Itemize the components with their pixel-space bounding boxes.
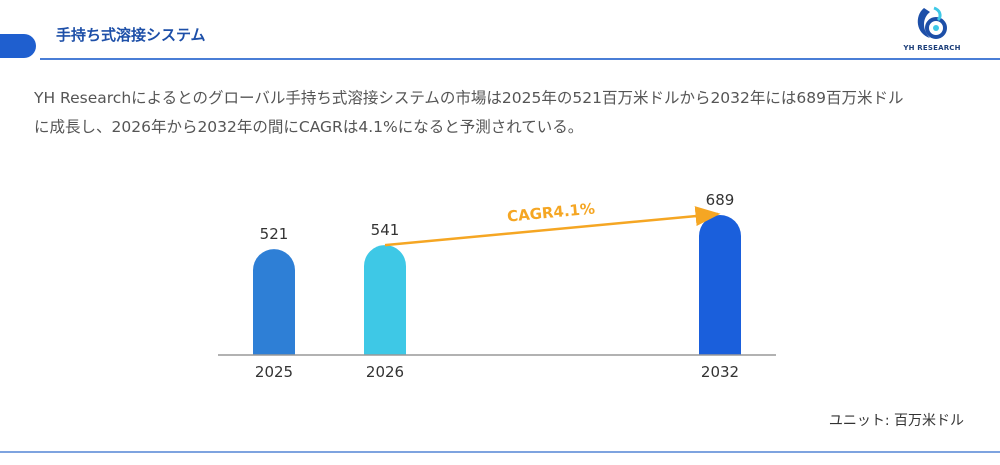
bar-2025 xyxy=(253,249,295,355)
logo-text: YH RESEARCH xyxy=(903,44,961,52)
bar-2032 xyxy=(699,215,741,355)
value-label-2025: 521 xyxy=(260,225,289,243)
cagr-label: CAGR4.1% xyxy=(506,200,595,226)
description-line-1: YH Researchによるとのグローバル手持ち式溶接システムの市場は2025年… xyxy=(34,89,904,107)
page-title: 手持ち式溶接システム xyxy=(56,26,206,44)
description: YH Researchによるとのグローバル手持ち式溶接システムの市場は2025年… xyxy=(34,84,974,142)
category-label-2032: 2032 xyxy=(701,363,739,381)
header-accent-bar xyxy=(0,34,36,58)
unit-label: ユニット: 百万米ドル xyxy=(828,413,964,429)
header: 手持ち式溶接システム YH RESEARCH xyxy=(0,0,1000,62)
logo-icon xyxy=(917,6,947,39)
footer-divider xyxy=(0,451,1000,453)
logo: YH RESEARCH xyxy=(900,4,964,56)
bar-2026 xyxy=(364,245,406,355)
value-label-2032: 689 xyxy=(706,191,735,209)
category-label-2025: 2025 xyxy=(255,363,293,381)
header-divider xyxy=(40,58,1000,60)
description-line-2: に成長し、2026年から2032年の間にCAGRは4.1%になると予測されている… xyxy=(34,118,584,136)
value-label-2026: 541 xyxy=(371,221,400,239)
category-label-2026: 2026 xyxy=(366,363,404,381)
cagr-arrow xyxy=(384,206,721,247)
